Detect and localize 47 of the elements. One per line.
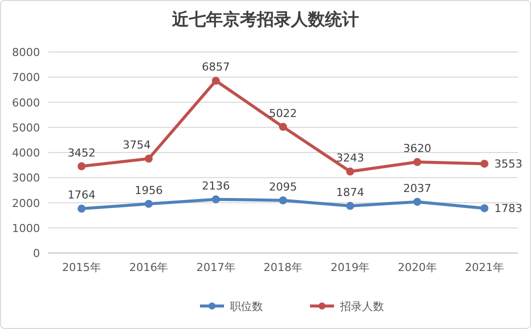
y-tick-label: 8000 (12, 46, 40, 59)
data-label: 5022 (269, 106, 297, 120)
data-label: 2095 (269, 180, 297, 194)
point (346, 202, 354, 210)
x-tick-label: 2015年 (62, 261, 102, 274)
x-tick-label: 2020年 (398, 261, 437, 274)
point (78, 162, 86, 170)
y-tick-label: 2000 (12, 196, 40, 210)
data-label: 6857 (202, 60, 230, 74)
x-tick-label: 2018年 (264, 261, 302, 274)
point (212, 195, 220, 204)
y-tick-label: 5000 (12, 121, 40, 134)
point (480, 160, 488, 168)
point (144, 200, 153, 208)
legend-label: 职位数 (230, 300, 263, 313)
y-tick-label: 6000 (12, 96, 40, 110)
data-label: 1874 (336, 186, 364, 199)
y-tick-label: 7000 (12, 71, 40, 84)
point (78, 204, 86, 213)
x-tick-label: 2021年 (464, 261, 504, 274)
point (212, 76, 220, 85)
data-label: 3553 (494, 158, 522, 171)
data-label: 1956 (134, 184, 163, 197)
y-tick-label: 4000 (12, 146, 40, 160)
point (279, 196, 287, 204)
data-label: 2136 (202, 179, 230, 192)
x-tick-label: 2016年 (129, 261, 168, 274)
data-label: 3754 (122, 138, 151, 152)
point (144, 154, 153, 163)
y-tick-label: 0 (33, 247, 40, 260)
y-tick-label: 1000 (12, 222, 40, 235)
point (346, 168, 354, 176)
x-tick-label: 2019年 (330, 261, 370, 274)
data-label: 2037 (403, 182, 432, 195)
point (279, 122, 287, 131)
data-label: 3620 (403, 142, 432, 156)
data-label: 1783 (494, 202, 522, 216)
data-label: 3243 (336, 152, 364, 165)
data-label: 1764 (68, 188, 96, 202)
legend-label: 招录人数 (339, 300, 384, 313)
data-label: 3452 (68, 146, 96, 160)
x-tick-label: 2017年 (196, 261, 236, 274)
point (413, 198, 422, 206)
y-tick-label: 3000 (12, 172, 40, 185)
chart-title: 近七年京考招录人数统计 (171, 10, 359, 30)
point (480, 204, 488, 212)
point (413, 158, 422, 166)
